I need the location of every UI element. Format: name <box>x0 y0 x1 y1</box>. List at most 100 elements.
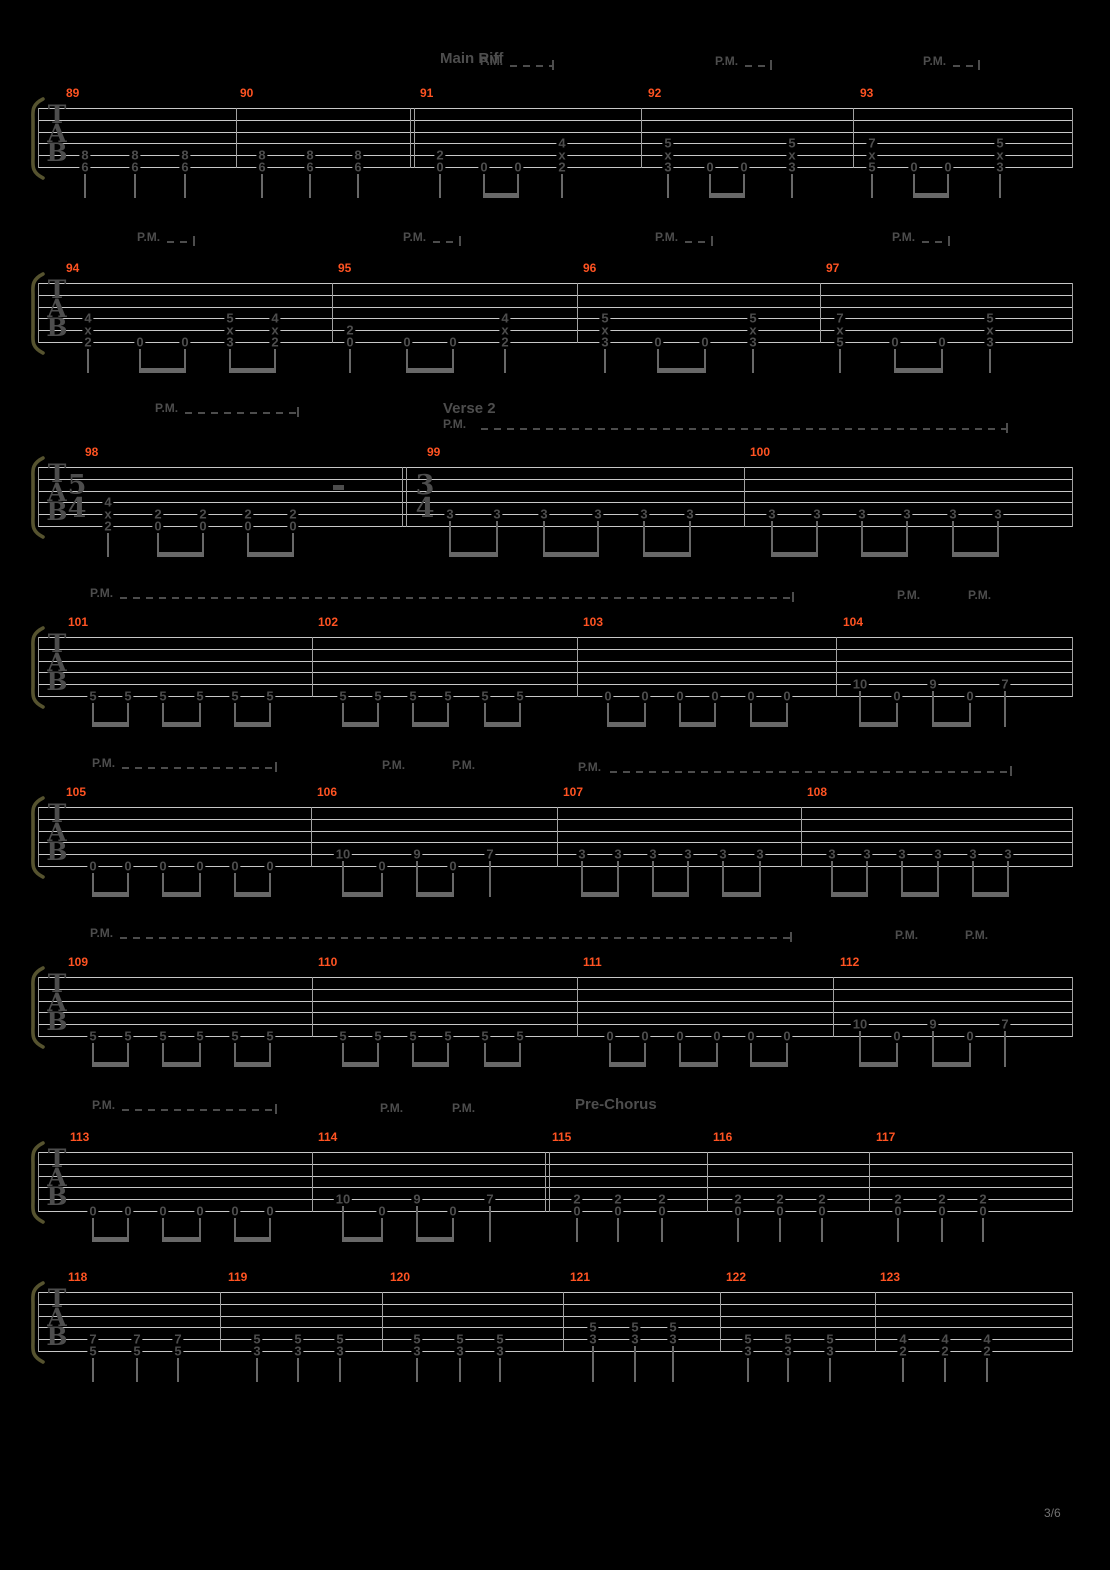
fret-number: 0 <box>639 688 651 704</box>
measure-number: 94 <box>66 261 80 275</box>
tab-clef-letter: A <box>47 1163 67 1192</box>
note-beam <box>932 1062 971 1067</box>
section-label: Pre-Chorus <box>575 1096 657 1113</box>
fret-number: 5 <box>834 334 846 350</box>
staff-line <box>38 1036 1072 1037</box>
fret-number: 2 <box>612 1191 624 1207</box>
barline <box>820 283 821 343</box>
fret-number: 0 <box>699 334 711 350</box>
tab-clef-letter: T <box>47 1284 67 1313</box>
note-beam <box>643 552 691 557</box>
staff-line <box>38 467 1072 468</box>
fret-number: 7 <box>484 1191 496 1207</box>
barline <box>312 1152 313 1212</box>
palm-mute-dash-line <box>685 241 711 243</box>
staff-line <box>38 854 1072 855</box>
barline <box>311 807 312 867</box>
fret-number: 6 <box>256 159 268 175</box>
note-stem <box>406 349 408 373</box>
staff-line <box>38 143 1072 144</box>
note-stem <box>644 703 646 727</box>
fret-number: 3 <box>717 846 729 862</box>
palm-mute-label: P.M. <box>897 588 921 602</box>
note-beam <box>234 722 271 727</box>
note-beam <box>342 722 379 727</box>
barline <box>414 108 415 168</box>
note-stem <box>821 1218 823 1242</box>
fret-number: 3 <box>994 159 1006 175</box>
barline <box>1072 637 1073 697</box>
fret-number: 3 <box>766 506 778 522</box>
barline <box>875 1292 876 1352</box>
barline <box>563 1292 564 1352</box>
system-bracket-icon <box>31 456 45 539</box>
fret-number: 0 <box>709 688 721 704</box>
fret-number: 5 <box>742 1331 754 1347</box>
fret-number: 0 <box>376 858 388 874</box>
barline <box>801 807 802 867</box>
note-beam <box>861 552 908 557</box>
fret-number: 0 <box>134 334 146 350</box>
note-stem <box>504 349 506 373</box>
fret-number: 3 <box>786 159 798 175</box>
note-stem <box>134 174 136 198</box>
tab-clef-letter: B <box>46 1007 68 1036</box>
measure-number: 101 <box>68 615 89 629</box>
note-stem <box>829 1358 831 1382</box>
palm-mute-label: P.M. <box>715 54 739 68</box>
note-stem <box>261 174 263 198</box>
note-stem <box>274 349 276 373</box>
note-stem <box>92 1358 94 1382</box>
measure-number: 91 <box>420 86 434 100</box>
note-stem <box>412 703 414 727</box>
note-stem <box>941 1218 943 1242</box>
fret-number: 5 <box>442 688 454 704</box>
note-beam <box>342 892 383 897</box>
note-beam <box>484 1062 521 1067</box>
fret-number: 0 <box>704 159 716 175</box>
fret-number: 2 <box>197 506 209 522</box>
fret-number: 3 <box>932 846 944 862</box>
fret-number: 0 <box>936 1203 948 1219</box>
fret-number: 5 <box>172 1343 184 1359</box>
note-stem <box>247 533 249 557</box>
tab-clef-letter: B <box>46 138 68 167</box>
note-stem <box>256 1358 258 1382</box>
staff-line <box>38 977 1072 978</box>
fret-number: 0 <box>152 518 164 534</box>
staff-line <box>38 807 1072 808</box>
note-stem <box>342 703 344 727</box>
note-stem <box>297 1358 299 1382</box>
palm-mute-dash-end-tick <box>275 1104 277 1114</box>
fret-number: 5 <box>667 1319 679 1335</box>
note-stem <box>716 1043 718 1067</box>
note-beam <box>342 1062 379 1067</box>
fret-number: 3 <box>682 846 694 862</box>
note-stem <box>859 1031 861 1067</box>
measure-number: 123 <box>880 1270 901 1284</box>
palm-mute-label: P.M. <box>923 54 947 68</box>
fret-number: 5 <box>122 688 134 704</box>
tab-clef-letter: B <box>46 1322 68 1351</box>
tab-clef-letter: A <box>47 478 67 507</box>
tab-clef-letter: A <box>47 818 67 847</box>
tab-clef-letter: A <box>47 648 67 677</box>
fret-number: 7 <box>999 1016 1011 1032</box>
fret-number: 6 <box>179 159 191 175</box>
note-stem <box>416 861 418 897</box>
system-bracket-icon <box>31 1281 45 1364</box>
note-stem <box>377 1043 379 1067</box>
fret-number: 5 <box>224 310 236 326</box>
barline <box>382 1292 383 1352</box>
fret-number: 5 <box>407 688 419 704</box>
fret-number: 5 <box>494 1331 506 1347</box>
note-stem <box>439 174 441 198</box>
fret-number: 5 <box>372 1028 384 1044</box>
note-stem <box>932 691 934 727</box>
note-stem <box>750 703 752 727</box>
fret-number: x <box>984 322 996 338</box>
fret-number: 3 <box>576 846 588 862</box>
barline <box>1072 1152 1073 1212</box>
measure-number: 113 <box>70 1130 90 1144</box>
